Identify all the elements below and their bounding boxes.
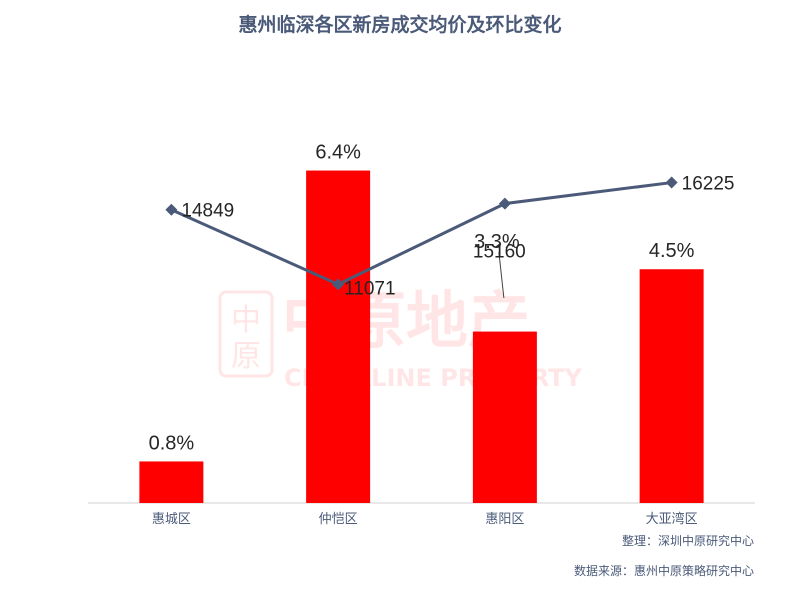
footer-source: 数据来源：惠州中原策略研究中心 <box>573 564 754 578</box>
line-value-label: 14849 <box>181 201 234 222</box>
line-point <box>498 197 511 210</box>
bar <box>472 331 537 503</box>
bar-value-label: 4.5% <box>649 240 695 262</box>
bar-value-label: 3.3% <box>474 231 520 253</box>
line-series <box>165 176 678 291</box>
category-label: 惠阳区 <box>485 512 524 527</box>
line-point <box>665 176 678 189</box>
bar-series <box>139 170 704 503</box>
data-labels: 0.8% 6.4% 3.3% 4.5% 14849 11071 15160 16225 <box>149 142 735 455</box>
bar-value-label: 0.8% <box>149 432 195 454</box>
footer-organizer: 整理：深圳中原研究中心 <box>621 534 754 548</box>
bar <box>639 269 704 503</box>
watermark-seal-char-1: 中 <box>231 303 261 338</box>
category-label: 大亚湾区 <box>646 511 698 527</box>
line-value-label: 15160 <box>473 242 526 263</box>
chart-title: 惠州临深各区新房成交均价及环比变化 <box>238 14 562 36</box>
category-label: 仲恺区 <box>319 512 358 527</box>
category-label: 惠城区 <box>152 512 191 527</box>
line-path <box>170 181 672 287</box>
bar <box>306 170 371 503</box>
category-labels: 惠城区 仲恺区 惠阳区 大亚湾区 <box>152 511 698 527</box>
line-point <box>332 278 345 291</box>
line-point <box>165 203 178 216</box>
label-leader-line <box>498 251 505 299</box>
bar-value-label: 6.4% <box>315 142 361 164</box>
watermark-seal-char-2: 原 <box>231 339 261 374</box>
line-value-label: 11071 <box>344 278 395 299</box>
bar <box>139 461 204 503</box>
line-value-label: 16225 <box>682 174 735 195</box>
